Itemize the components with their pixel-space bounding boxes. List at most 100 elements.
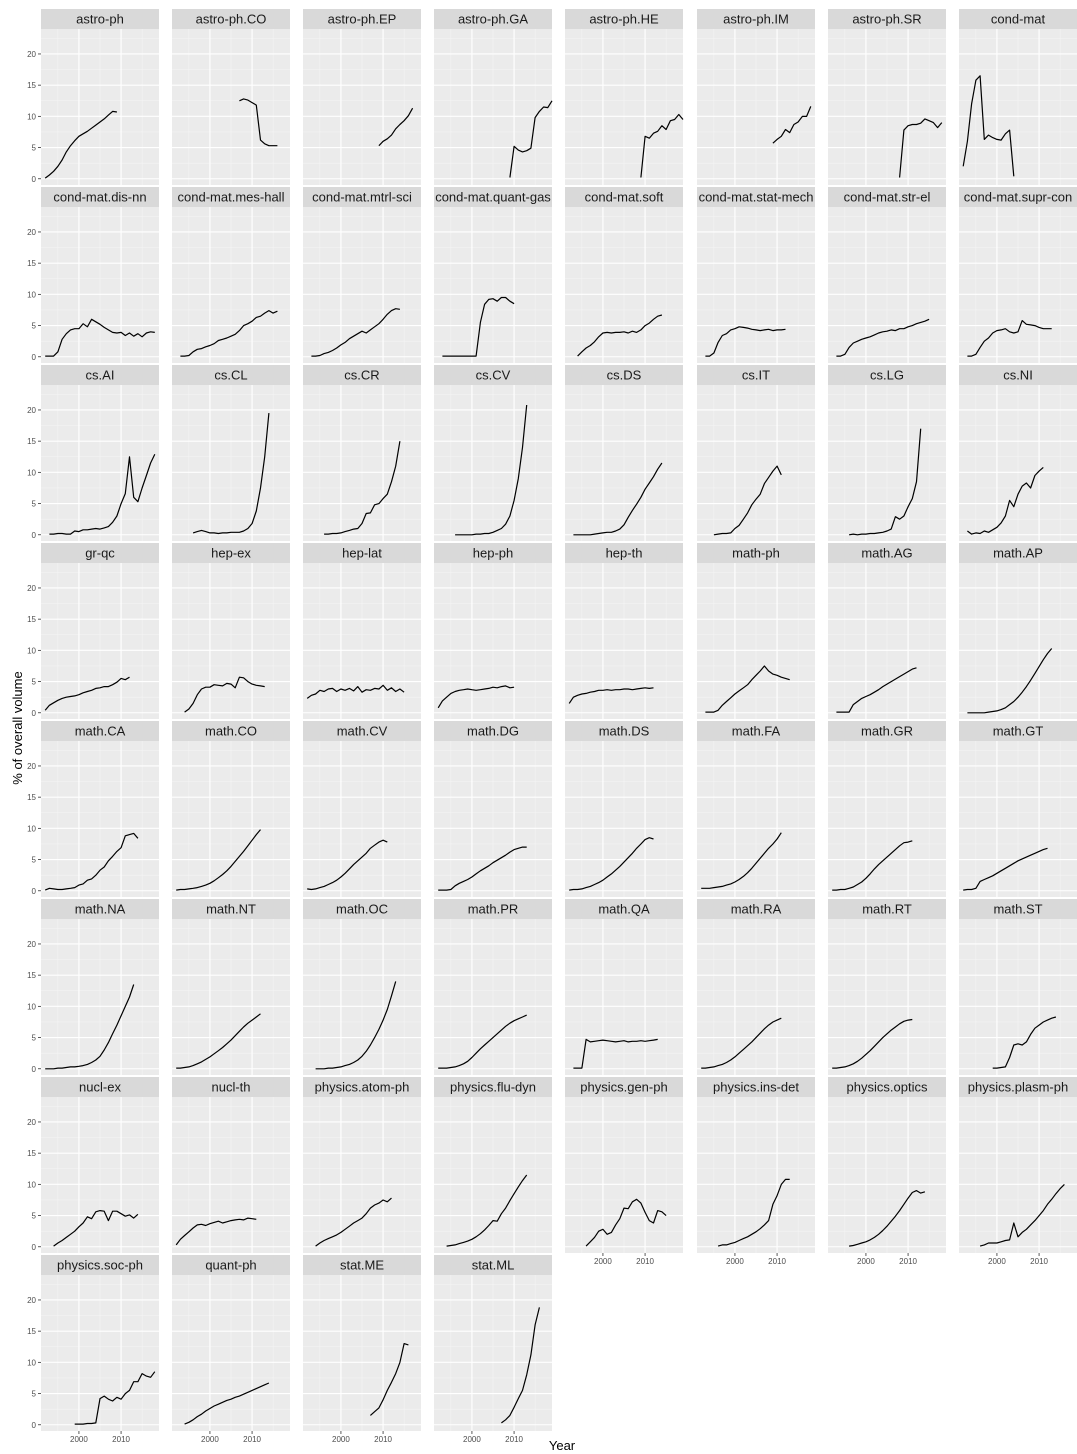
facet-label: math.CV bbox=[337, 724, 388, 739]
facet-panel: math.CA bbox=[41, 721, 159, 897]
series-line bbox=[832, 1018, 913, 1069]
facet-strip bbox=[303, 9, 421, 29]
series-line bbox=[569, 837, 654, 891]
series-line bbox=[836, 667, 917, 713]
facet-panel: cs.NI bbox=[959, 365, 1077, 541]
y-tick-label: 20 bbox=[27, 762, 36, 771]
facet-label: hep-th bbox=[606, 546, 643, 561]
facet-label: astro-ph.CO bbox=[196, 12, 267, 27]
y-tick-label: 10 bbox=[27, 1358, 36, 1367]
facet-panel: physics.gen-ph bbox=[565, 1077, 683, 1253]
y-tick-label: 10 bbox=[27, 112, 36, 121]
facet-panel: cs.AI bbox=[41, 365, 159, 541]
facet-panel: astro-ph.IM bbox=[697, 9, 815, 185]
facet-panel: physics.flu-dyn bbox=[434, 1077, 552, 1253]
facet-label: math.AP bbox=[993, 546, 1043, 561]
series-line bbox=[437, 685, 515, 709]
facet-panel: physics.soc-ph bbox=[41, 1255, 159, 1431]
series-line bbox=[701, 832, 782, 889]
facet-label: astro-ph.GA bbox=[458, 12, 528, 27]
facet-strip bbox=[828, 543, 946, 563]
facet-label: math.GT bbox=[993, 724, 1044, 739]
facet-strip bbox=[172, 9, 290, 29]
x-tick-label: 2010 bbox=[505, 1435, 523, 1444]
x-tick-label: 2000 bbox=[201, 1435, 219, 1444]
facet-strip bbox=[565, 9, 683, 29]
series-line bbox=[899, 118, 943, 178]
series-line bbox=[311, 308, 400, 357]
facet-strip bbox=[41, 1077, 159, 1097]
facet-panel: nucl-ex bbox=[41, 1077, 159, 1253]
facet-label: math.ST bbox=[993, 902, 1042, 917]
series-line bbox=[573, 462, 663, 536]
facet-panel: math.AG bbox=[828, 543, 946, 719]
series-line bbox=[501, 1307, 540, 1424]
facet-panels: astro-ph 0 5 10 15 20 astro-ph.CO astro-ph.EP as… bbox=[27, 9, 1077, 1444]
y-axis-title: % of overall volume bbox=[10, 671, 25, 784]
facet-panel: astro-ph.CO bbox=[172, 9, 290, 185]
series-line bbox=[44, 110, 117, 179]
y-tick-label: 5 bbox=[32, 856, 37, 865]
facet-label: math.PR bbox=[468, 902, 519, 917]
y-tick-label: 15 bbox=[27, 615, 36, 624]
series-line bbox=[175, 1217, 257, 1246]
facet-strip bbox=[959, 9, 1077, 29]
series-line bbox=[315, 981, 397, 1070]
y-tick-label: 20 bbox=[27, 584, 36, 593]
facet-strip bbox=[828, 1077, 946, 1097]
facet-label: cs.LG bbox=[870, 368, 904, 383]
series-line bbox=[832, 840, 913, 891]
y-tick-label: 20 bbox=[27, 50, 36, 59]
y-tick-label: 0 bbox=[32, 1065, 37, 1074]
facet-strip bbox=[959, 899, 1077, 919]
facet-label: hep-ex bbox=[211, 546, 251, 561]
facet-label: physics.gen-ph bbox=[580, 1080, 667, 1095]
series-line bbox=[577, 314, 663, 357]
facet-strip bbox=[41, 899, 159, 919]
facet-label: stat.ME bbox=[340, 1258, 384, 1273]
series-line bbox=[967, 320, 1052, 357]
y-tick-label: 15 bbox=[27, 81, 36, 90]
facet-panel: astro-ph bbox=[41, 9, 159, 185]
facet-panel: cond-mat.mtrl-sci bbox=[303, 187, 421, 363]
x-tick-label: 2000 bbox=[332, 1435, 350, 1444]
series-line bbox=[455, 404, 528, 536]
facet-strip bbox=[303, 899, 421, 919]
y-tick-label: 15 bbox=[27, 1149, 36, 1158]
facet-panel: math.RA bbox=[697, 899, 815, 1075]
facet-strip bbox=[41, 721, 159, 741]
facet-label: cond-mat.quant-gas bbox=[435, 190, 551, 205]
facet-panel: astro-ph.HE bbox=[565, 9, 684, 185]
facet-panel: math.GR bbox=[828, 721, 946, 897]
facet-panel: math.AP bbox=[959, 543, 1077, 719]
facet-strip bbox=[959, 1077, 1077, 1097]
y-tick-label: 15 bbox=[27, 971, 36, 980]
facet-panel: cond-mat.quant-gas bbox=[434, 187, 552, 363]
series-line bbox=[979, 1183, 1065, 1247]
facet-label: math.FA bbox=[732, 724, 781, 739]
series-line bbox=[438, 1014, 527, 1069]
facet-panel: math.ST bbox=[959, 899, 1077, 1075]
facet-panel: physics.atom-ph bbox=[303, 1077, 421, 1253]
facet-panel: physics.optics bbox=[828, 1077, 946, 1253]
y-tick-label: 10 bbox=[27, 646, 36, 655]
series-line bbox=[306, 684, 405, 699]
series-line bbox=[44, 832, 139, 891]
y-tick-label: 20 bbox=[27, 228, 36, 237]
series-line bbox=[509, 100, 553, 178]
facet-panel: math-ph bbox=[697, 543, 815, 719]
series-line bbox=[74, 1371, 156, 1425]
series-line bbox=[49, 454, 156, 535]
facet-label: physics.optics bbox=[847, 1080, 928, 1095]
facet-label: math.CO bbox=[205, 724, 257, 739]
y-tick-label: 15 bbox=[27, 1327, 36, 1336]
x-tick-label: 2010 bbox=[768, 1257, 786, 1266]
x-tick-label: 2000 bbox=[988, 1257, 1006, 1266]
facet-panel: hep-ex bbox=[172, 543, 290, 719]
facet-label: cs.IT bbox=[742, 368, 770, 383]
facet-label: astro-ph.IM bbox=[723, 12, 789, 27]
y-tick-label: 20 bbox=[27, 1296, 36, 1305]
facet-strip bbox=[828, 721, 946, 741]
facet-label: cond-mat.mtrl-sci bbox=[312, 190, 412, 205]
